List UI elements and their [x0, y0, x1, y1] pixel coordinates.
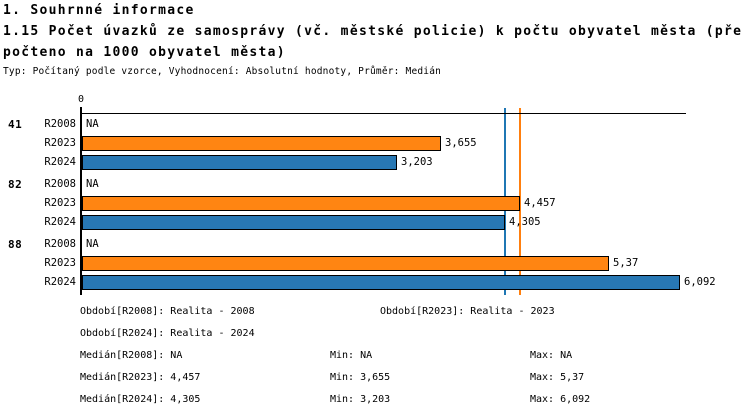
bar-value-label: 3,655 [445, 137, 477, 149]
chart-group: 41 R2008 NA R2023 3,655 R2024 3,203 [0, 115, 750, 172]
row-series-label: R2008 [44, 178, 76, 190]
chart-row: R2024 6,092 [0, 273, 750, 292]
bar-value-label: NA [86, 178, 99, 190]
group-label: 82 [8, 178, 23, 191]
group-label: 88 [8, 238, 23, 251]
chart-group: 88 R2008 NA R2023 5,37 R2024 6,092 [0, 235, 750, 292]
row-series-label: R2008 [44, 118, 76, 130]
row-series-label: R2023 [44, 137, 76, 149]
footer-median-r2023: Medián[R2023]: 4,457 [80, 372, 201, 383]
bar-value-label: 4,305 [509, 216, 541, 228]
bar-r2024 [82, 215, 505, 230]
footer-max-r2024: Max: 6,092 [530, 394, 591, 405]
bar-value-label: NA [86, 118, 99, 130]
row-series-label: R2024 [44, 156, 76, 168]
bar-r2024 [82, 155, 397, 170]
footer-period-r2024: Období[R2024]: Realita - 2024 [80, 328, 255, 339]
chart-row: R2024 4,305 [0, 213, 750, 232]
axis-baseline [80, 107, 82, 295]
section-title: 1. Souhrnné informace [3, 3, 195, 18]
bar-r2024 [82, 275, 680, 290]
median-line-r2023 [519, 108, 521, 295]
chart-row: R2023 4,457 [0, 194, 750, 213]
footer-max-r2008: Max: NA [530, 350, 573, 361]
group-label: 41 [8, 118, 23, 131]
bar-value-label: NA [86, 238, 99, 250]
footer-min-r2008: Min: NA [330, 350, 373, 361]
axis-zero-tick-label: 0 [77, 94, 85, 105]
row-series-label: R2024 [44, 216, 76, 228]
bar-r2023 [82, 136, 441, 151]
bar-value-label: 3,203 [401, 156, 433, 168]
row-series-label: R2023 [44, 197, 76, 209]
chart-row: 41 R2008 NA [0, 115, 750, 134]
footer-max-r2023: Max: 5,37 [530, 372, 585, 383]
footer-period-r2023: Období[R2023]: Realita - 2023 [380, 306, 555, 317]
chart-title-line1: 1.15 Počet úvazků ze samosprávy (vč. měs… [3, 24, 743, 39]
bar-r2023 [82, 196, 520, 211]
footer-min-r2024: Min: 3,203 [330, 394, 391, 405]
row-series-label: R2024 [44, 276, 76, 288]
axis-top-line [80, 113, 686, 114]
chart-row: R2024 3,203 [0, 153, 750, 172]
chart-row: R2023 5,37 [0, 254, 750, 273]
chart-row: 82 R2008 NA [0, 175, 750, 194]
footer-median-r2024: Medián[R2024]: 4,305 [80, 394, 201, 405]
bar-value-label: 4,457 [524, 197, 556, 209]
footer-min-r2023: Min: 3,655 [330, 372, 391, 383]
chart-group: 82 R2008 NA R2023 4,457 R2024 4,305 [0, 175, 750, 232]
bar-value-label: 5,37 [613, 257, 639, 269]
footer-period-r2008: Období[R2008]: Realita - 2008 [80, 306, 255, 317]
chart-row: R2023 3,655 [0, 134, 750, 153]
row-series-label: R2023 [44, 257, 76, 269]
chart-meta-line: Typ: Počítaný podle vzorce, Vyhodnocení:… [3, 66, 442, 77]
footer-median-r2008: Medián[R2008]: NA [80, 350, 183, 361]
chart-row: 88 R2008 NA [0, 235, 750, 254]
bar-value-label: 6,092 [684, 276, 716, 288]
row-series-label: R2008 [44, 238, 76, 250]
bar-r2023 [82, 256, 609, 271]
chart-title-line2: počteno na 1000 obyvatel města) [3, 45, 286, 60]
